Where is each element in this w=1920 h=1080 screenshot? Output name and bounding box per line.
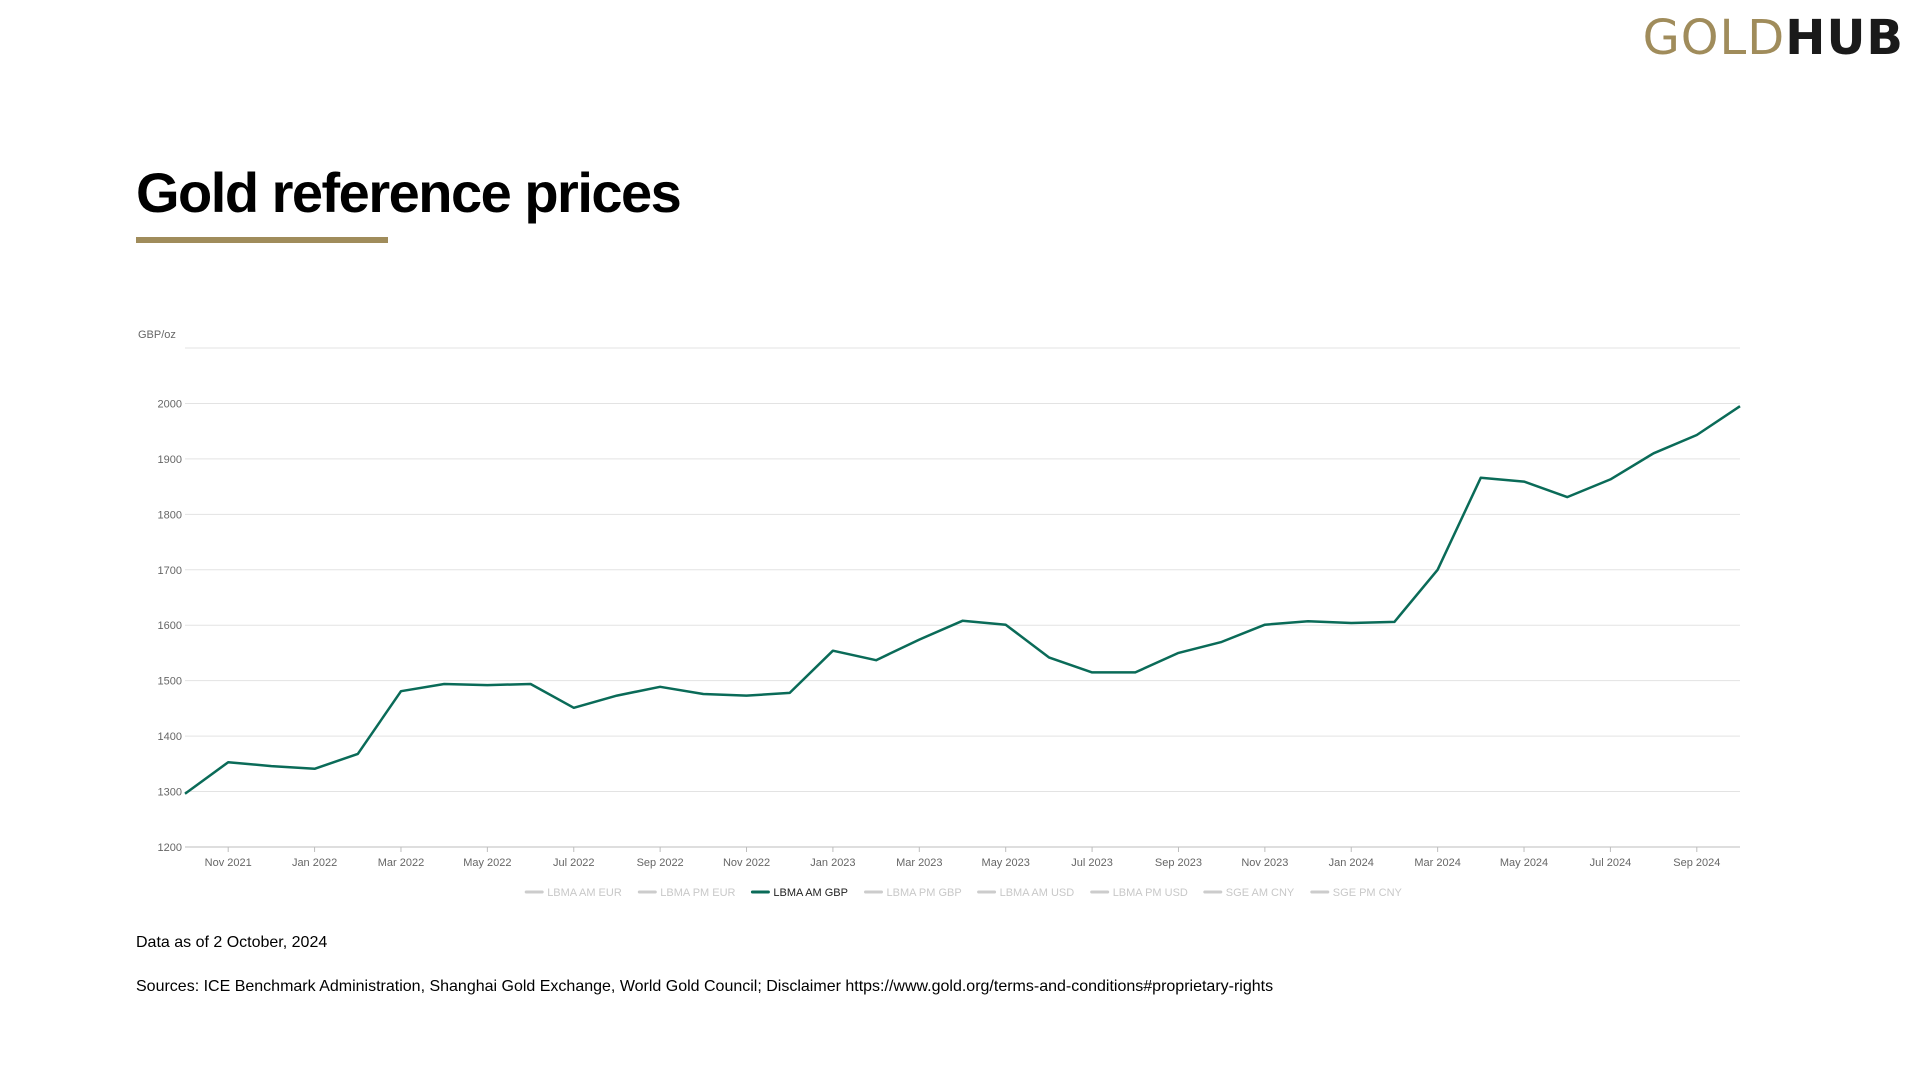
y-tick-label: 1700 bbox=[158, 565, 182, 577]
x-tick-label: May 2024 bbox=[1500, 857, 1548, 869]
y-tick-label: 1300 bbox=[158, 787, 182, 799]
x-tick-label: Jan 2024 bbox=[1329, 857, 1374, 869]
x-tick-label: Jul 2023 bbox=[1071, 857, 1113, 869]
legend-item-lbma-am-gbp[interactable]: LBMA AM GBP bbox=[750, 887, 848, 899]
data-point[interactable] bbox=[1651, 450, 1657, 456]
data-point[interactable] bbox=[1694, 432, 1700, 438]
y-tick-label: 2000 bbox=[158, 398, 182, 410]
x-tick-label: May 2023 bbox=[982, 857, 1030, 869]
x-tick-label: Sep 2022 bbox=[637, 857, 684, 869]
x-tick-label: Nov 2021 bbox=[205, 857, 252, 869]
y-tick-label: 1500 bbox=[158, 676, 182, 688]
data-point[interactable] bbox=[1175, 650, 1181, 656]
legend-label: LBMA AM USD bbox=[1000, 887, 1075, 899]
legend-item-sge-am-cny[interactable]: SGE AM CNY bbox=[1203, 887, 1295, 899]
series-line-lbma-am-gbp bbox=[184, 405, 1741, 795]
data-point[interactable] bbox=[1478, 475, 1484, 481]
legend-label: SGE PM CNY bbox=[1333, 887, 1403, 899]
data-point[interactable] bbox=[441, 681, 447, 687]
legend-item-lbma-pm-eur[interactable]: LBMA PM EUR bbox=[637, 887, 736, 899]
data-point[interactable] bbox=[571, 705, 577, 711]
y-tick-label: 1800 bbox=[158, 509, 182, 521]
data-point[interactable] bbox=[225, 759, 231, 765]
data-point[interactable] bbox=[355, 751, 361, 757]
data-point[interactable] bbox=[1737, 403, 1743, 409]
data-point[interactable] bbox=[700, 691, 706, 697]
x-tick-label: Jan 2023 bbox=[810, 857, 855, 869]
data-point[interactable] bbox=[1607, 476, 1613, 482]
legend-item-lbma-am-eur[interactable]: LBMA AM EUR bbox=[524, 887, 622, 899]
data-point[interactable] bbox=[1089, 669, 1095, 675]
x-tick-label: Sep 2023 bbox=[1155, 857, 1202, 869]
data-point[interactable] bbox=[614, 693, 620, 699]
x-tick-label: Jan 2022 bbox=[292, 857, 337, 869]
legend-item-sge-pm-cny[interactable]: SGE PM CNY bbox=[1310, 887, 1403, 899]
data-date-note: Data as of 2 October, 2024 bbox=[136, 934, 328, 951]
data-point[interactable] bbox=[398, 688, 404, 694]
data-point[interactable] bbox=[1219, 639, 1225, 645]
data-point[interactable] bbox=[268, 763, 274, 769]
y-tick-label: 1200 bbox=[158, 842, 182, 854]
y-axis-label: GBP/oz bbox=[138, 329, 176, 341]
x-tick-label: Jul 2024 bbox=[1590, 857, 1632, 869]
x-tick-label: Mar 2022 bbox=[378, 857, 424, 869]
data-point[interactable] bbox=[1003, 622, 1009, 628]
data-point[interactable] bbox=[1521, 479, 1527, 485]
x-tick-label: Nov 2023 bbox=[1241, 857, 1288, 869]
x-tick-label: May 2022 bbox=[463, 857, 511, 869]
x-tick-label: Mar 2024 bbox=[1414, 857, 1460, 869]
y-tick-label: 1400 bbox=[158, 731, 182, 743]
data-point[interactable] bbox=[960, 618, 966, 624]
data-point[interactable] bbox=[1435, 567, 1441, 573]
x-tick-label: Nov 2022 bbox=[723, 857, 770, 869]
x-tick-label: Mar 2023 bbox=[896, 857, 942, 869]
legend-item-lbma-pm-gbp[interactable]: LBMA PM GBP bbox=[864, 887, 962, 899]
data-point[interactable] bbox=[787, 690, 793, 696]
logo-hub-text: HUB bbox=[1785, 10, 1904, 66]
data-point[interactable] bbox=[657, 684, 663, 690]
data-point[interactable] bbox=[744, 693, 750, 699]
legend-label: SGE AM CNY bbox=[1226, 887, 1295, 899]
data-point[interactable] bbox=[182, 791, 188, 797]
data-point[interactable] bbox=[1305, 618, 1311, 624]
price-line-chart: GBP/oz 1200 1300 1400 1500 1600 1700 1800 1900 2… bbox=[138, 329, 1743, 899]
legend-item-lbma-pm-usd[interactable]: LBMA PM USD bbox=[1090, 887, 1188, 899]
legend-item-lbma-am-usd[interactable]: LBMA AM USD bbox=[977, 887, 1075, 899]
data-point[interactable] bbox=[873, 657, 879, 663]
goldhub-logo[interactable]: GOLDHUB bbox=[1643, 10, 1904, 66]
data-point[interactable] bbox=[528, 681, 534, 687]
title-underline bbox=[136, 237, 388, 243]
data-point[interactable] bbox=[312, 766, 318, 772]
legend-label: LBMA PM USD bbox=[1113, 887, 1188, 899]
data-point[interactable] bbox=[1348, 620, 1354, 626]
data-point[interactable] bbox=[830, 648, 836, 654]
y-tick-label: 1900 bbox=[158, 454, 182, 466]
logo-gold-text: GOLD bbox=[1642, 10, 1786, 66]
x-tick-label: Jul 2022 bbox=[553, 857, 595, 869]
data-point[interactable] bbox=[484, 682, 490, 688]
sources-note: Sources: ICE Benchmark Administration, S… bbox=[136, 978, 1274, 995]
legend-label: LBMA AM GBP bbox=[773, 887, 848, 899]
legend-label: LBMA PM GBP bbox=[887, 887, 962, 899]
data-point[interactable] bbox=[1564, 494, 1570, 500]
data-point[interactable] bbox=[1132, 669, 1138, 675]
data-point[interactable] bbox=[1046, 654, 1052, 660]
legend-label: LBMA AM EUR bbox=[547, 887, 622, 899]
data-point[interactable] bbox=[1391, 619, 1397, 625]
data-point[interactable] bbox=[1262, 622, 1268, 628]
x-tick-label: Sep 2024 bbox=[1673, 857, 1720, 869]
y-tick-label: 1600 bbox=[158, 620, 182, 632]
page-title: Gold reference prices bbox=[136, 161, 682, 224]
legend-label: LBMA PM EUR bbox=[660, 887, 735, 899]
data-point[interactable] bbox=[916, 637, 922, 643]
